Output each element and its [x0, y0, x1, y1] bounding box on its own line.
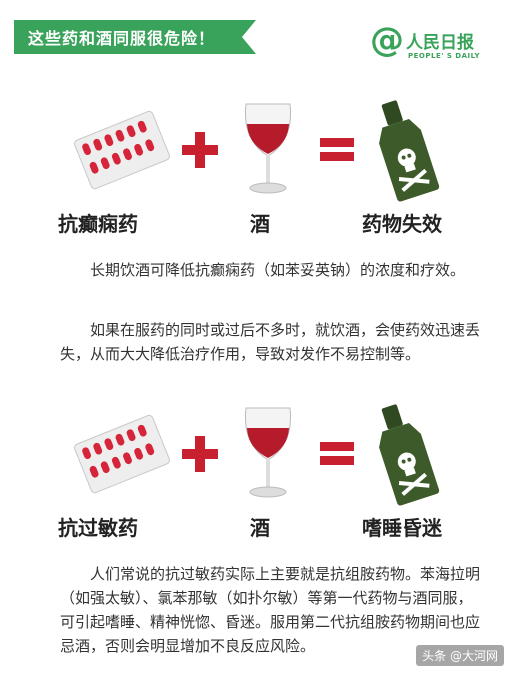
wine-label: 酒 — [250, 516, 270, 540]
pill-blister-pack-icon — [74, 110, 170, 190]
result-label-drowsiness-coma: 嗜睡昏迷 — [362, 516, 442, 540]
page-title: 这些药和酒同服很危险！ — [28, 29, 216, 48]
equals-icon — [320, 442, 354, 465]
poison-bottle-icon — [379, 404, 440, 506]
pill-blister-pack-icon — [74, 414, 170, 494]
paragraph-antiallergy: 人们常说的抗过敏药实际上主要就是抗组胺药物。苯海拉明（如强太敏）、氯苯那敏（如扑… — [60, 565, 481, 655]
poison-bottle-icon — [379, 100, 440, 202]
paragraph-antiepileptic-1: 长期饮酒可降低抗癫痫药（如苯妥英钠）的浓度和疗效。 — [90, 261, 466, 279]
plus-icon — [182, 436, 218, 472]
drug-label-antiallergy: 抗过敏药 — [58, 516, 138, 540]
logo-at-symbol: @ — [370, 20, 404, 60]
plus-icon — [182, 132, 218, 168]
drug-label-antiepileptic: 抗癫痫药 — [58, 212, 138, 236]
paragraph-antiepileptic-2: 如果在服药的同时或过后不多时，就饮酒，会使药效迅速丢失，从而大大降低治疗作用，导… — [60, 321, 481, 363]
result-label-drug-failure: 药物失效 — [362, 212, 442, 236]
equation-row-1: 抗癫痫药 酒 药物失效 — [0, 96, 516, 256]
wine-glass-icon — [244, 407, 292, 498]
logo-name: 人民日报 — [406, 33, 474, 53]
logo-subtitle: PEOPLE' S DAILY — [408, 52, 481, 60]
equation-row-2: 抗过敏药 酒 嗜睡昏迷 — [0, 400, 516, 560]
equals-icon — [320, 138, 354, 161]
wine-label: 酒 — [250, 212, 270, 236]
peoples-daily-logo: @ 人民日报 PEOPLE' S DAILY — [370, 20, 510, 68]
wine-glass-icon — [244, 103, 292, 194]
source-watermark: 头条 @大河网 — [416, 645, 504, 666]
page-title-banner: 这些药和酒同服很危险！ — [14, 20, 256, 54]
